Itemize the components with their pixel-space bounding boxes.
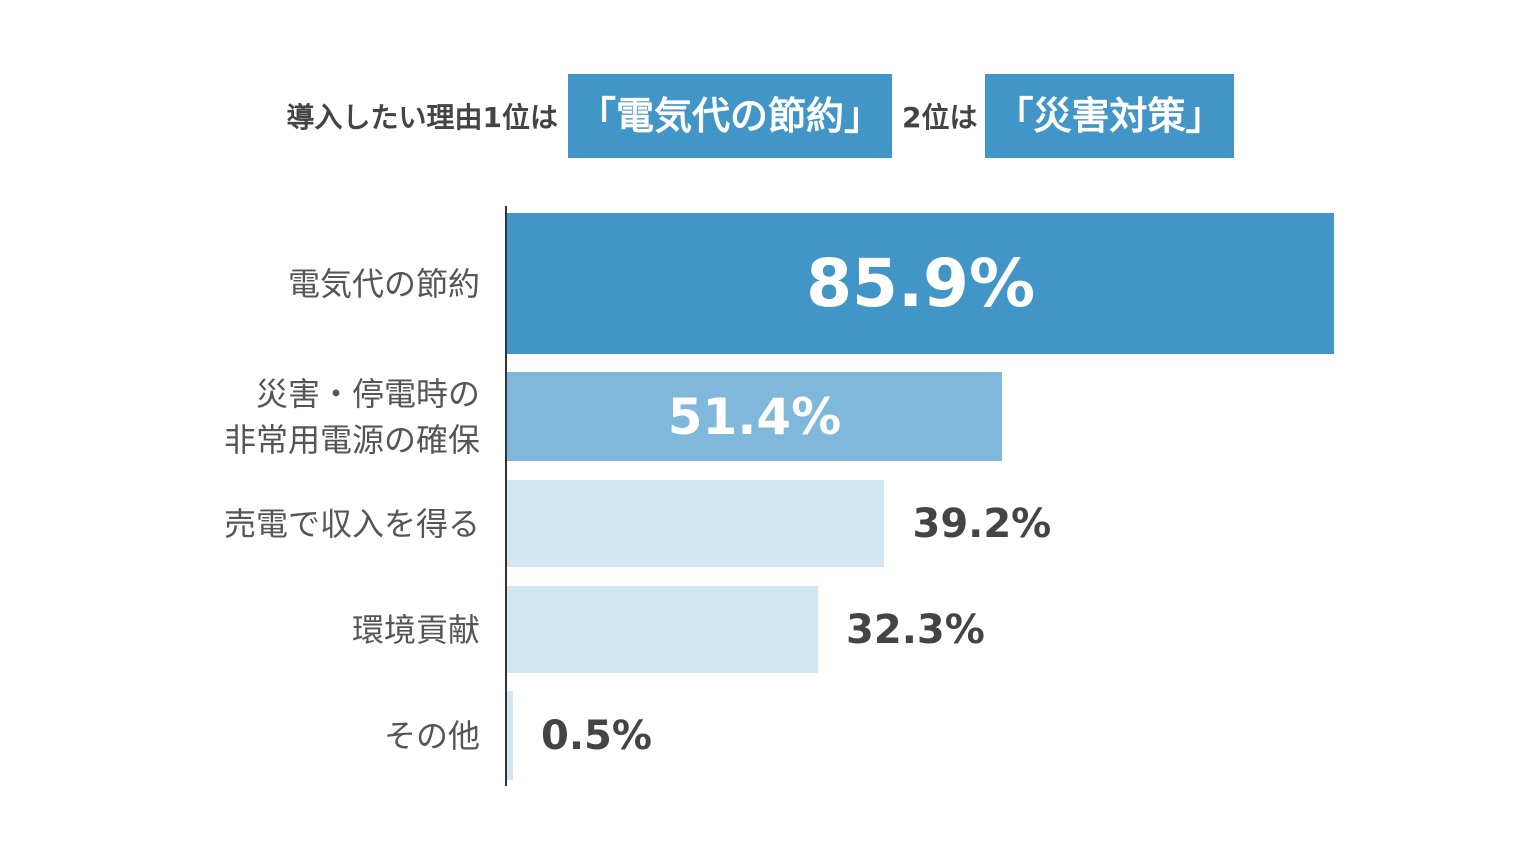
- bar-3: [507, 480, 885, 567]
- bar-1: [507, 213, 1335, 354]
- value-label-2: 51.4%: [667, 387, 842, 446]
- category-label-4: 環境貢献: [351, 610, 480, 649]
- headline-prefix: 導入したい理由1位は: [286, 101, 558, 134]
- headline-first-highlight: 「電気代の節約」: [567, 74, 892, 158]
- bar-4: [507, 586, 819, 673]
- bar-5: [507, 691, 513, 780]
- bar-2: [507, 372, 1002, 461]
- value-label-5: 0.5%: [541, 712, 652, 759]
- category-label-2: 災害・停電時の 非常用電源の確保: [223, 374, 480, 459]
- value-label-1: 85.9%: [806, 244, 1036, 322]
- y-axis-line: [505, 206, 507, 786]
- category-label-5: その他: [383, 716, 480, 755]
- chart-headline: 導入したい理由1位は 「電気代の節約」 2位は 「災害対策」: [0, 74, 1520, 158]
- value-label-3: 39.2%: [912, 500, 1052, 547]
- value-label-4: 32.3%: [846, 606, 985, 653]
- headline-middle: 2位は: [902, 101, 978, 134]
- category-label-1: 電気代の節約: [287, 264, 480, 303]
- headline-second-highlight: 「災害対策」: [985, 74, 1234, 158]
- category-label-3: 売電で収入を得る: [223, 504, 480, 543]
